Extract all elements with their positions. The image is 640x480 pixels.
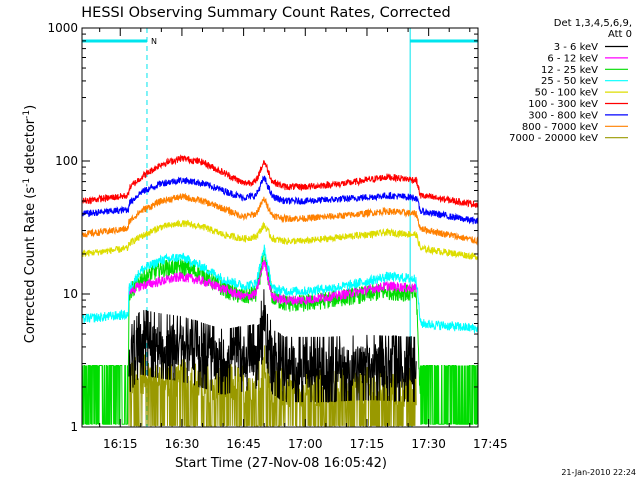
series-line-6 (81, 154, 479, 208)
legend-entry-label: 12 - 25 keV (541, 65, 598, 76)
x-tick-label: 16:15 (103, 437, 138, 451)
legend-entry-label: 100 - 300 keV (528, 99, 598, 110)
y-tick-label: 100 (55, 154, 78, 168)
x-tick-label: 17:45 (473, 437, 508, 451)
flag-label: N (151, 37, 157, 46)
x-tick-label: 17:15 (350, 437, 385, 451)
x-tick-label: 17:30 (411, 437, 446, 451)
legend-entry-label: 800 - 7000 keV (522, 122, 598, 133)
x-tick-label: 16:30 (165, 437, 200, 451)
timestamp: 21-Jan-2010 22:24 (561, 468, 636, 477)
x-tick-label: 17:00 (288, 437, 323, 451)
legend-entry-label: 3 - 6 keV (554, 42, 598, 53)
legend-entry-label: 50 - 100 keV (535, 88, 599, 99)
series-line-5 (81, 219, 479, 261)
series-line-4 (81, 244, 479, 333)
y-tick-label: 10 (63, 287, 78, 301)
x-axis-label: Start Time (27-Nov-08 16:05:42) (175, 456, 387, 471)
y-tick-label: 1000 (47, 21, 78, 35)
legend-entry-label: 300 - 800 keV (528, 110, 598, 121)
legend-header: Det 1,3,4,5,6,9, (554, 18, 632, 29)
series-line-1 (128, 289, 417, 403)
x-tick-label: 16:45 (226, 437, 261, 451)
series-line-7 (81, 175, 479, 225)
series-line-2 (128, 259, 417, 305)
series-line-8 (81, 192, 479, 246)
y-tick-label: 1 (70, 420, 78, 434)
legend-entry-label: 25 - 50 keV (541, 76, 598, 87)
plot-area: N 1 10 100 1000 16:15 16:30 16:45 17:00 17:15 17:3… (47, 21, 507, 451)
series-line-9 (128, 345, 417, 427)
legend-entry-label: 7000 - 20000 keV (509, 133, 598, 144)
y-axis-label: Corrected Count Rate (s-1 detector-1) (22, 105, 38, 343)
plot-frame (81, 27, 479, 428)
chart-title: HESSI Observing Summary Count Rates, Cor… (81, 5, 450, 21)
legend-entry-label: 6 - 12 keV (547, 53, 598, 64)
legend-header: Att 0 (608, 29, 632, 40)
